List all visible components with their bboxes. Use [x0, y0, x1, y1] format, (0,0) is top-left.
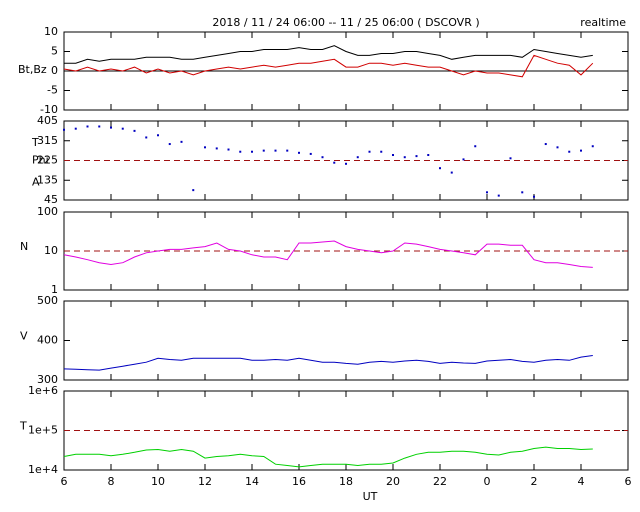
- data-point: [345, 162, 347, 165]
- data-point: [497, 194, 500, 197]
- data-point: [533, 195, 535, 198]
- y-tick-label: 500: [37, 294, 58, 307]
- y-tick-label: 5: [51, 45, 58, 58]
- data-line: [63, 54, 594, 78]
- data-line: [64, 45, 593, 64]
- corner-label: realtime: [580, 16, 626, 29]
- y-axis-label: V: [20, 330, 28, 343]
- y-axis-label: A: [32, 175, 40, 188]
- data-point: [215, 147, 218, 150]
- data-point: [192, 189, 195, 192]
- data-point: [450, 171, 453, 174]
- y-tick-label: 405: [37, 114, 58, 127]
- y-tick-label: 135: [37, 173, 58, 186]
- data-point: [63, 128, 65, 131]
- data-point: [168, 143, 171, 146]
- data-point: [110, 126, 112, 129]
- data-point: [474, 145, 477, 148]
- data-point: [556, 146, 559, 149]
- y-tick-label: 10: [44, 244, 58, 257]
- data-point: [591, 145, 594, 148]
- y-axis-label: T: [19, 420, 27, 433]
- y-tick-label: 100: [37, 205, 58, 218]
- data-point: [204, 146, 206, 149]
- data-point: [415, 155, 418, 158]
- data-point: [86, 125, 89, 128]
- x-tick-label: 18: [339, 475, 353, 488]
- y-tick-label: 300: [37, 373, 58, 386]
- y-axis-label: Bt,Bz: [18, 63, 47, 76]
- data-point: [321, 156, 324, 159]
- data-point: [274, 149, 277, 152]
- x-tick-label: 10: [151, 475, 165, 488]
- y-tick-label: 1e+4: [28, 463, 58, 476]
- y-axis-label: N: [20, 240, 28, 253]
- y-tick-label: 10: [44, 25, 58, 38]
- data-point: [157, 134, 159, 137]
- y-tick-label: 45: [44, 193, 58, 206]
- x-tick-label: 14: [245, 475, 259, 488]
- data-point: [427, 154, 430, 157]
- data-point: [368, 150, 371, 153]
- data-line: [63, 240, 593, 268]
- x-tick-label: 6: [61, 475, 68, 488]
- data-point: [145, 136, 148, 139]
- y-axis-label: Phi: [32, 154, 49, 167]
- data-point: [180, 140, 183, 143]
- data-point: [462, 158, 465, 161]
- y-tick-label: 1e+5: [28, 424, 58, 437]
- data-point: [227, 148, 230, 151]
- data-line: [63, 446, 593, 468]
- data-point: [74, 127, 77, 130]
- data-point: [509, 157, 512, 160]
- data-point: [133, 129, 136, 132]
- y-tick-label: 400: [37, 334, 58, 347]
- chart-title: 2018 / 11 / 24 06:00 -- 11 / 25 06:00 ( …: [212, 16, 479, 29]
- data-point: [251, 150, 253, 153]
- y-tick-label: -5: [47, 84, 58, 97]
- data-point: [439, 167, 441, 170]
- y-tick-label: 315: [37, 134, 58, 147]
- data-point: [521, 191, 524, 194]
- data-point: [262, 149, 265, 152]
- data-point: [333, 161, 336, 164]
- x-axis-label: UT: [363, 490, 378, 503]
- data-point: [286, 149, 289, 152]
- data-point: [298, 151, 300, 154]
- x-tick-label: 0: [484, 475, 491, 488]
- data-line: [63, 355, 593, 371]
- data-point: [392, 154, 394, 157]
- panel-frame: [63, 300, 629, 381]
- data-point: [356, 156, 359, 159]
- x-tick-label: 12: [198, 475, 212, 488]
- y-tick-label: 1e+6: [28, 384, 58, 397]
- x-tick-label: 20: [386, 475, 400, 488]
- data-point: [544, 143, 547, 146]
- x-tick-label: 2: [531, 475, 538, 488]
- data-point: [121, 127, 124, 130]
- data-point: [568, 150, 571, 153]
- x-tick-label: 16: [292, 475, 306, 488]
- x-tick-label: 6: [625, 475, 632, 488]
- x-tick-label: 4: [578, 475, 585, 488]
- y-tick-label: 225: [37, 154, 58, 167]
- data-point: [380, 150, 383, 153]
- y-axis-label: T: [31, 136, 39, 149]
- data-point: [98, 125, 101, 128]
- y-tick-label: 1: [51, 283, 58, 296]
- data-point: [486, 191, 488, 194]
- x-tick-label: 8: [108, 475, 115, 488]
- data-point: [580, 149, 582, 152]
- data-point: [309, 152, 312, 155]
- data-point: [403, 156, 406, 159]
- y-tick-label: 0: [51, 64, 58, 77]
- x-tick-label: 22: [433, 475, 447, 488]
- y-tick-label: -10: [40, 103, 58, 116]
- data-point: [239, 150, 242, 153]
